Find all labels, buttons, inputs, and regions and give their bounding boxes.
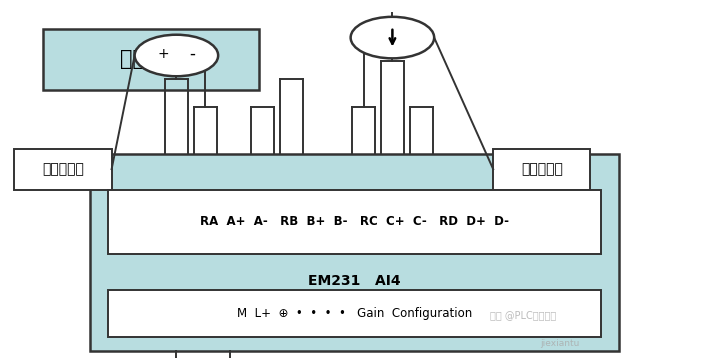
Circle shape	[351, 17, 434, 58]
Text: 模拟量输入: 模拟量输入	[120, 49, 182, 69]
Text: +: +	[158, 47, 169, 61]
Text: -: -	[189, 45, 195, 63]
Text: RA  A+  A-   RB  B+  B-   RC  C+  C-   RD  D+  D-: RA A+ A- RB B+ B- RC C+ C- RD D+ D-	[200, 216, 509, 228]
Bar	[43, 29, 259, 90]
Text: 知乎 @PLC英力学院: 知乎 @PLC英力学院	[490, 310, 556, 320]
Bar	[108, 290, 601, 337]
Circle shape	[135, 35, 218, 76]
Text: 电压变送器: 电压变送器	[42, 162, 84, 176]
Text: EM231   AI4: EM231 AI4	[308, 274, 401, 288]
Bar	[14, 149, 112, 190]
Bar	[493, 149, 590, 190]
Text: 电流变送器: 电流变送器	[521, 162, 563, 176]
Text: M  L+  ⊕  •  •  •  •   Gain  Configuration: M L+ ⊕ • • • • Gain Configuration	[237, 307, 472, 320]
Bar	[108, 190, 601, 254]
Bar	[90, 154, 619, 351]
Text: jiexiantu: jiexiantu	[540, 339, 580, 348]
